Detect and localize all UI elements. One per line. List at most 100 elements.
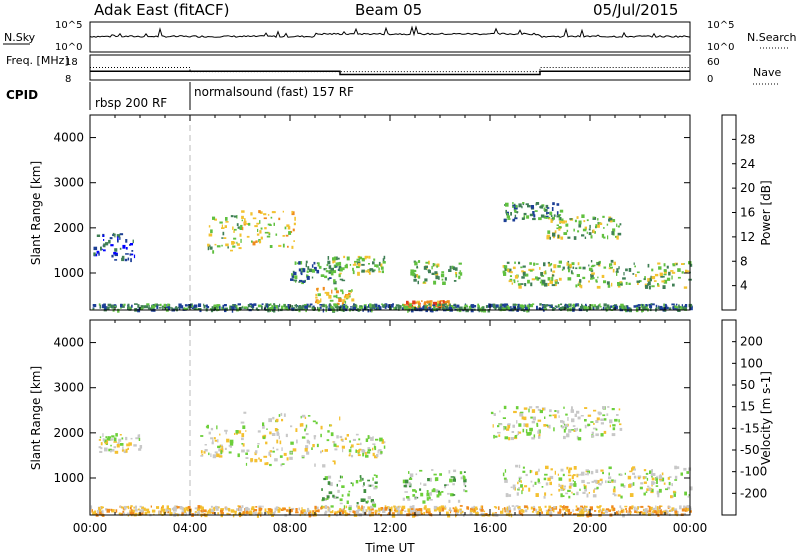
echo-cell bbox=[91, 509, 93, 513]
echo-cell bbox=[588, 232, 592, 236]
echo-cell bbox=[100, 246, 102, 251]
echo-cell bbox=[284, 226, 287, 230]
echo-cell bbox=[618, 266, 620, 270]
echo-cell bbox=[251, 307, 254, 310]
echo-cell bbox=[635, 274, 637, 277]
echo-cell bbox=[428, 260, 430, 265]
echo-cell bbox=[558, 214, 562, 216]
echo-cell bbox=[229, 439, 234, 444]
echo-cell bbox=[580, 509, 583, 512]
echo-cell bbox=[371, 508, 374, 511]
echo-cell bbox=[209, 246, 213, 250]
echo-cell bbox=[557, 234, 559, 239]
echo-cell bbox=[498, 506, 500, 510]
echo-cell bbox=[380, 263, 383, 267]
echo-cell bbox=[597, 218, 599, 221]
echo-cell bbox=[220, 450, 223, 454]
echo-cell bbox=[513, 507, 516, 511]
echo-cell bbox=[587, 306, 591, 309]
echo-cell bbox=[663, 512, 666, 515]
echo-cell bbox=[225, 217, 228, 221]
echo-cell bbox=[470, 507, 474, 512]
echo-cell bbox=[423, 512, 426, 515]
echo-cell bbox=[668, 271, 671, 276]
echo-cell bbox=[352, 267, 354, 271]
echo-cell bbox=[547, 425, 550, 428]
echo-cell bbox=[295, 511, 299, 514]
echo-cell bbox=[339, 435, 343, 439]
echo-cell bbox=[418, 510, 423, 514]
echo-cell bbox=[459, 306, 463, 310]
echo-cell bbox=[235, 430, 239, 434]
echo-cell bbox=[252, 241, 256, 246]
echo-cell bbox=[294, 275, 298, 279]
echo-cell bbox=[305, 260, 308, 264]
echo-cell bbox=[565, 223, 569, 227]
echo-cell bbox=[520, 509, 524, 513]
echo-cell bbox=[224, 429, 228, 432]
echo-cell bbox=[504, 509, 506, 513]
colorbar-tick-label: 100 bbox=[740, 356, 763, 370]
echo-cell bbox=[274, 511, 277, 513]
echo-cell bbox=[301, 414, 306, 418]
echo-cell bbox=[278, 244, 282, 247]
echo-cell bbox=[441, 307, 444, 311]
echo-cell bbox=[345, 263, 348, 267]
echo-cell bbox=[171, 507, 174, 511]
echo-cell bbox=[316, 300, 321, 304]
echo-cell bbox=[276, 439, 279, 444]
colorbar-tick-label: 200 bbox=[740, 335, 763, 349]
echo-cell bbox=[569, 511, 572, 514]
echo-cell bbox=[634, 510, 637, 513]
echo-cell bbox=[570, 409, 574, 413]
echo-cell bbox=[219, 433, 221, 436]
echo-cell bbox=[519, 413, 524, 417]
echo-cell bbox=[299, 423, 302, 427]
echo-cell bbox=[400, 510, 403, 515]
echo-cell bbox=[306, 439, 310, 444]
echo-cell bbox=[321, 449, 324, 453]
echo-cell bbox=[313, 261, 316, 265]
noise-right-tick-top: 10^5 bbox=[707, 20, 734, 31]
velocity-x-ticks: 00:00 04:00 08:00 12:00 16:00 20:00 00:00 bbox=[73, 521, 708, 535]
echo-cell bbox=[453, 280, 457, 282]
echo-cell bbox=[323, 268, 326, 271]
freq-series-line bbox=[90, 70, 690, 76]
echo-cell bbox=[592, 229, 595, 234]
echo-cell bbox=[596, 224, 600, 228]
echo-cell bbox=[191, 305, 194, 308]
echo-cell bbox=[356, 502, 359, 505]
echo-cell bbox=[290, 279, 294, 281]
echo-cell bbox=[208, 431, 211, 435]
echo-cell bbox=[493, 434, 495, 439]
echo-cell bbox=[581, 305, 584, 309]
noise-trace bbox=[89, 25, 691, 38]
echo-cell bbox=[333, 279, 336, 283]
echo-cell bbox=[241, 437, 244, 441]
echo-cell bbox=[460, 510, 464, 513]
echo-cell bbox=[629, 506, 633, 509]
echo-cell bbox=[373, 487, 377, 490]
echo-cell bbox=[93, 246, 98, 251]
echo-cell bbox=[184, 307, 188, 310]
echo-cell bbox=[566, 229, 569, 233]
echo-cell bbox=[526, 308, 529, 313]
echo-cell bbox=[538, 468, 540, 472]
echo-cell bbox=[275, 418, 279, 422]
echo-cell bbox=[162, 308, 164, 310]
echo-cell bbox=[422, 306, 426, 311]
echo-cell bbox=[533, 214, 536, 218]
echo-cell bbox=[517, 505, 521, 509]
echo-cell bbox=[556, 227, 560, 230]
echo-cell bbox=[342, 308, 345, 311]
echo-cell bbox=[617, 232, 622, 236]
echo-cell bbox=[367, 435, 370, 440]
echo-cell bbox=[352, 306, 356, 310]
echo-cell bbox=[208, 244, 211, 247]
echo-cell bbox=[99, 436, 102, 439]
echo-cell bbox=[602, 215, 605, 218]
echo-cell bbox=[659, 505, 661, 510]
echo-cell bbox=[106, 440, 109, 444]
echo-cell bbox=[649, 470, 652, 474]
